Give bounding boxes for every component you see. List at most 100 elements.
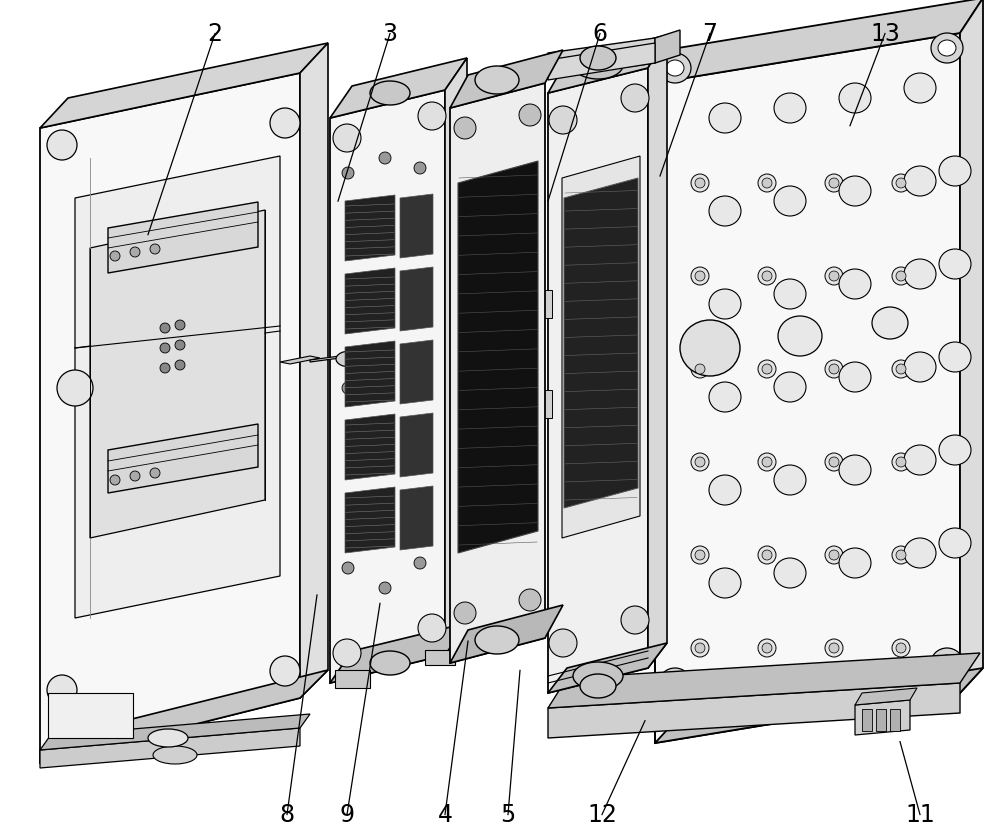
Ellipse shape	[829, 457, 839, 467]
Polygon shape	[400, 194, 433, 258]
Ellipse shape	[336, 351, 364, 367]
Ellipse shape	[148, 729, 188, 747]
Ellipse shape	[896, 271, 906, 281]
Ellipse shape	[418, 614, 446, 642]
Ellipse shape	[904, 166, 936, 196]
Ellipse shape	[573, 51, 623, 79]
Ellipse shape	[825, 453, 843, 471]
Polygon shape	[648, 35, 667, 668]
Ellipse shape	[825, 546, 843, 564]
Ellipse shape	[825, 360, 843, 378]
Ellipse shape	[270, 656, 300, 686]
Polygon shape	[108, 424, 258, 493]
Polygon shape	[548, 43, 655, 80]
Ellipse shape	[829, 364, 839, 374]
Ellipse shape	[762, 364, 772, 374]
Ellipse shape	[342, 382, 354, 394]
Ellipse shape	[414, 557, 426, 569]
Polygon shape	[548, 683, 960, 738]
Polygon shape	[562, 156, 640, 538]
Ellipse shape	[774, 558, 806, 588]
Polygon shape	[655, 0, 983, 83]
Text: 6: 6	[592, 22, 608, 45]
Ellipse shape	[939, 249, 971, 279]
Ellipse shape	[762, 178, 772, 188]
Ellipse shape	[414, 377, 426, 389]
Polygon shape	[330, 58, 467, 118]
Polygon shape	[548, 643, 667, 693]
Polygon shape	[40, 43, 328, 128]
Ellipse shape	[896, 457, 906, 467]
Ellipse shape	[839, 362, 871, 392]
Ellipse shape	[695, 457, 705, 467]
Ellipse shape	[150, 468, 160, 478]
Ellipse shape	[892, 360, 910, 378]
Text: 12: 12	[587, 803, 617, 826]
Polygon shape	[458, 161, 538, 553]
Ellipse shape	[549, 106, 577, 134]
Bar	[862, 709, 872, 731]
Polygon shape	[450, 50, 563, 108]
Ellipse shape	[709, 382, 741, 412]
Ellipse shape	[150, 244, 160, 254]
Ellipse shape	[659, 53, 691, 83]
Ellipse shape	[778, 316, 822, 356]
Ellipse shape	[175, 340, 185, 350]
Polygon shape	[548, 653, 980, 708]
Text: 2: 2	[208, 22, 222, 45]
Polygon shape	[40, 670, 328, 763]
Ellipse shape	[774, 186, 806, 216]
Ellipse shape	[695, 550, 705, 560]
Polygon shape	[400, 486, 433, 550]
Polygon shape	[655, 33, 960, 743]
Polygon shape	[855, 700, 910, 735]
Ellipse shape	[839, 455, 871, 485]
Ellipse shape	[896, 550, 906, 560]
Ellipse shape	[110, 475, 120, 485]
Polygon shape	[40, 714, 310, 750]
Ellipse shape	[342, 562, 354, 574]
Ellipse shape	[839, 548, 871, 578]
Polygon shape	[345, 414, 395, 480]
Ellipse shape	[160, 323, 170, 333]
Ellipse shape	[175, 320, 185, 330]
Ellipse shape	[938, 40, 956, 56]
Ellipse shape	[774, 93, 806, 123]
Ellipse shape	[709, 289, 741, 319]
Polygon shape	[855, 688, 917, 705]
Ellipse shape	[892, 453, 910, 471]
Ellipse shape	[691, 639, 709, 657]
Ellipse shape	[758, 267, 776, 285]
Bar	[335, 670, 370, 688]
Ellipse shape	[370, 81, 410, 105]
Ellipse shape	[666, 60, 684, 76]
Ellipse shape	[896, 178, 906, 188]
Ellipse shape	[659, 668, 691, 698]
Bar	[876, 709, 886, 731]
Polygon shape	[345, 487, 395, 553]
Ellipse shape	[892, 267, 910, 285]
Ellipse shape	[758, 360, 776, 378]
Ellipse shape	[892, 174, 910, 192]
Polygon shape	[400, 413, 433, 477]
Bar	[540, 390, 552, 418]
Polygon shape	[280, 356, 320, 364]
Ellipse shape	[160, 343, 170, 353]
Ellipse shape	[691, 546, 709, 564]
Ellipse shape	[130, 247, 140, 257]
Ellipse shape	[153, 746, 197, 764]
Ellipse shape	[839, 269, 871, 299]
Ellipse shape	[904, 259, 936, 289]
Ellipse shape	[130, 471, 140, 481]
Bar	[425, 650, 455, 665]
Ellipse shape	[418, 102, 446, 130]
Polygon shape	[655, 30, 680, 63]
Ellipse shape	[580, 674, 616, 698]
Polygon shape	[655, 668, 983, 743]
Ellipse shape	[931, 33, 963, 63]
Ellipse shape	[758, 453, 776, 471]
Ellipse shape	[872, 307, 908, 339]
Ellipse shape	[370, 651, 410, 675]
Ellipse shape	[580, 46, 616, 70]
Ellipse shape	[709, 475, 741, 505]
